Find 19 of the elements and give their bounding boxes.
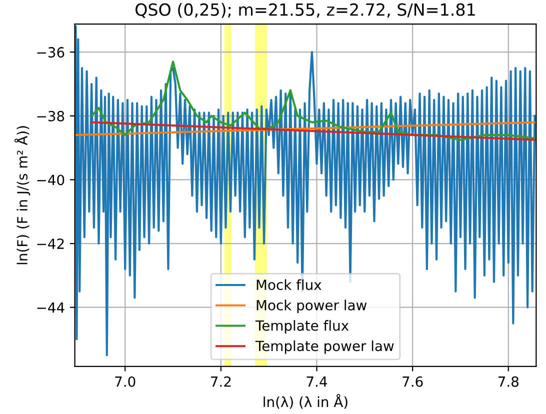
x-tick-label: 7.6 (402, 376, 423, 387)
y-tick-label: −36 (37, 47, 64, 58)
chart-title: QSO (0,25); m=21.55, z=2.72, S/N=1.81 (136, 3, 475, 18)
line-series (74, 26, 536, 356)
legend-label: Template flux (255, 320, 349, 334)
x-tick-label: 7.4 (306, 376, 328, 387)
x-tick-label: 7.2 (211, 376, 231, 387)
y-axis-title: ln(F) (F in J/(s m² Å)) (14, 126, 30, 264)
y-tick-label: −40 (37, 174, 64, 186)
legend-label: Mock flux (256, 279, 322, 290)
legend-label: Mock power law (256, 300, 367, 314)
x-tick-label: 7.8 (498, 376, 518, 387)
x-axis-title: ln(λ) (λ in Å) (264, 394, 348, 409)
legend-label: Template power law (255, 340, 394, 354)
y-tick-label: −42 (37, 238, 64, 249)
x-tick-label: 7.0 (115, 376, 136, 387)
y-tick-label: −44 (37, 302, 64, 313)
line-series (90, 60, 536, 141)
y-tick-label: −38 (37, 110, 64, 122)
